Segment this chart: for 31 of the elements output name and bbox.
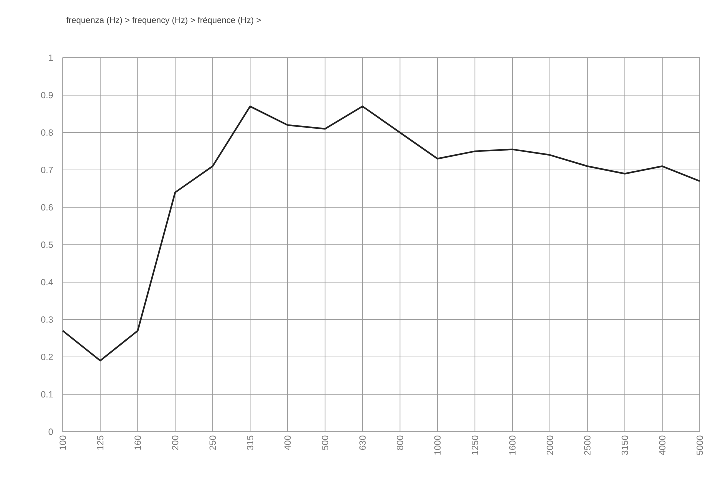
y-tick-label: 0.7 — [41, 167, 54, 174]
x-tick-label: 4000 — [659, 436, 666, 456]
y-tick-label: 0.9 — [41, 92, 54, 99]
y-tick-label: 0.1 — [41, 391, 54, 398]
x-tick-label: 250 — [210, 436, 216, 450]
y-tick-label: 0.6 — [41, 204, 54, 211]
y-tick-label: 0.4 — [41, 279, 54, 286]
line-series — [62, 106, 701, 362]
x-tick-label: 1600 — [509, 436, 516, 455]
x-tick-label: 1000 — [434, 436, 441, 455]
y-tick-label: 0.5 — [41, 242, 54, 248]
x-tick-label: 100 — [60, 436, 66, 450]
x-tick-label: 800 — [397, 436, 404, 450]
x-tick-label: 125 — [97, 436, 104, 450]
y-tick-label: 0.8 — [41, 130, 54, 136]
x-tick-label: 2500 — [584, 436, 591, 456]
x-tick-label: 630 — [360, 436, 366, 450]
y-tick-label: 0.2 — [41, 354, 54, 360]
x-tick-label: 160 — [134, 436, 142, 450]
x-tick-label: 1250 — [472, 436, 478, 455]
x-tick-label: 200 — [172, 436, 179, 450]
x-tick-label: 5000 — [696, 436, 704, 456]
y-tick-label: 0.3 — [41, 316, 54, 323]
chart-title: frequenza (Hz) > frequency (Hz) > fréquence (Hz) > — [66, 16, 261, 25]
x-tick-label: 2000 — [546, 436, 554, 456]
x-tick-label: 3150 — [622, 436, 628, 456]
x-tick-label: 500 — [322, 436, 328, 450]
y-tick-label: 1 — [49, 54, 54, 62]
x-tick-label: 400 — [284, 436, 292, 450]
x-tick-label: 315 — [247, 436, 254, 450]
y-tick-label: 0 — [48, 428, 54, 436]
